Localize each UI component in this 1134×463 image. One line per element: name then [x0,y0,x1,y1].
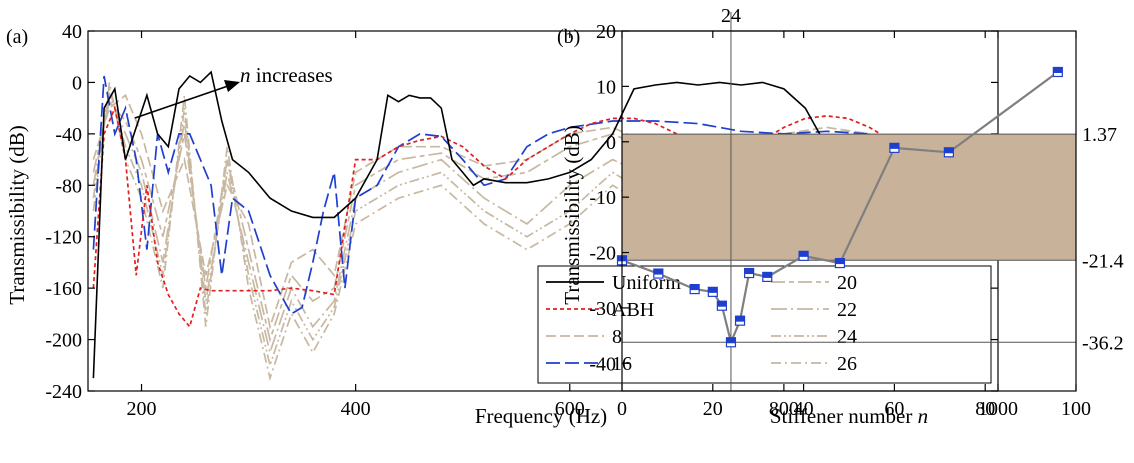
panel-b-shaded-band [622,134,1076,261]
panel-b-axes-frame [621,30,1077,392]
y-tick-label: 10 [596,76,616,98]
annotation-arrow-line [134,85,229,119]
legend-entry: 8 [612,326,622,348]
x-tick-label: 20 [703,398,723,420]
data-point-fill [799,251,809,257]
panel-a-label: (a) [6,26,28,48]
x-tick-label: 200 [127,398,157,420]
y-tick-label: -80 [55,175,82,197]
annotation-italic-n: n [240,63,251,87]
data-point-fill [735,316,745,322]
panel-b-top-label: 24 [721,5,741,27]
annotation-arrow-head [224,80,240,92]
panel-b-reference-lines [622,12,1076,391]
panel-a-y-axis-label: Transmissibility (dB) [5,125,29,305]
y-tick-label: -120 [45,227,82,249]
y-tick-label: -200 [45,330,82,352]
legend-entry: 26 [837,353,857,375]
panel-b-x-ticks: 0 20 40 60 80 100 [617,31,1091,420]
legend-entry: Uniform [612,272,681,294]
y-tick-label: 20 [596,21,616,43]
data-point-fill [653,269,663,275]
y-tick-label: 0 [72,72,82,94]
x-tick-label: 60 [884,398,904,420]
series-line-16 [92,75,998,316]
data-point-fill [726,337,736,344]
legend-entry: 22 [837,299,857,321]
panel-b-x-axis-label-text: Stiffener number [770,404,918,428]
x-tick-label: 800 [769,398,799,420]
x-tick-label: 1000 [978,398,1018,420]
y-tick-label: -20 [589,243,616,265]
data-point-fill [889,143,899,149]
panel-b-x-axis-label-italic: n [918,404,929,428]
y-tick-label: 40 [62,21,82,43]
series-line-8 [92,93,998,330]
data-point-fill [1053,67,1063,73]
right-value-label: -36.2 [1082,332,1124,354]
x-tick-label: 80 [975,398,995,420]
legend-entry: ABH [612,299,654,321]
data-point-fill [708,287,718,293]
data-point-fill [717,301,727,307]
x-tick-label: 100 [1061,398,1091,420]
x-tick-label: 600 [555,398,585,420]
panel-a-annotation: n increases [240,63,333,87]
data-point-fill [744,268,754,275]
x-tick-label: 40 [794,398,814,420]
y-tick-label: -30 [589,298,616,320]
panel-b-y-ticks: 20 10 0 -10 -20 -30 -40 [589,21,629,375]
panel-b-x-axis-label: Stiffener number n [770,404,928,428]
data-point-fill [944,147,954,154]
y-tick-label: 0 [606,132,616,154]
y-tick-label: -40 [55,124,82,146]
panel-a-y-ticks: 400-40-80-120-160-200-240 [45,21,998,403]
right-value-label: -21.4 [1082,250,1124,272]
panel-a-x-axis-label: Frequency (Hz) [475,404,607,428]
x-tick-label: 0 [617,398,627,420]
data-point-fill [762,272,772,278]
y-tick-label: -40 [589,353,616,375]
data-point-fill [835,258,845,265]
legend-entry: 20 [837,272,857,294]
panel-a-x-ticks: 200 400 600 800 1000 [127,31,1018,420]
panel-b-y-axis-label: Transmissibility (dB) [560,125,584,305]
data-point-fill [690,284,700,291]
panel-b-series [616,66,1063,348]
panel-b-label: (b) [557,26,580,48]
x-tick-label: 400 [341,398,371,420]
legend-entry: 24 [837,326,857,348]
y-tick-label: -10 [589,187,616,209]
panel-b-right-labels: 1.37 -21.4 -36.2 [1082,124,1124,354]
series-line-abh [92,105,998,329]
annotation-text: increases [251,63,333,87]
legend-box [537,265,992,384]
y-tick-label: -160 [45,278,82,300]
right-value-label: 1.37 [1082,124,1117,146]
y-tick-label: -240 [45,381,82,403]
